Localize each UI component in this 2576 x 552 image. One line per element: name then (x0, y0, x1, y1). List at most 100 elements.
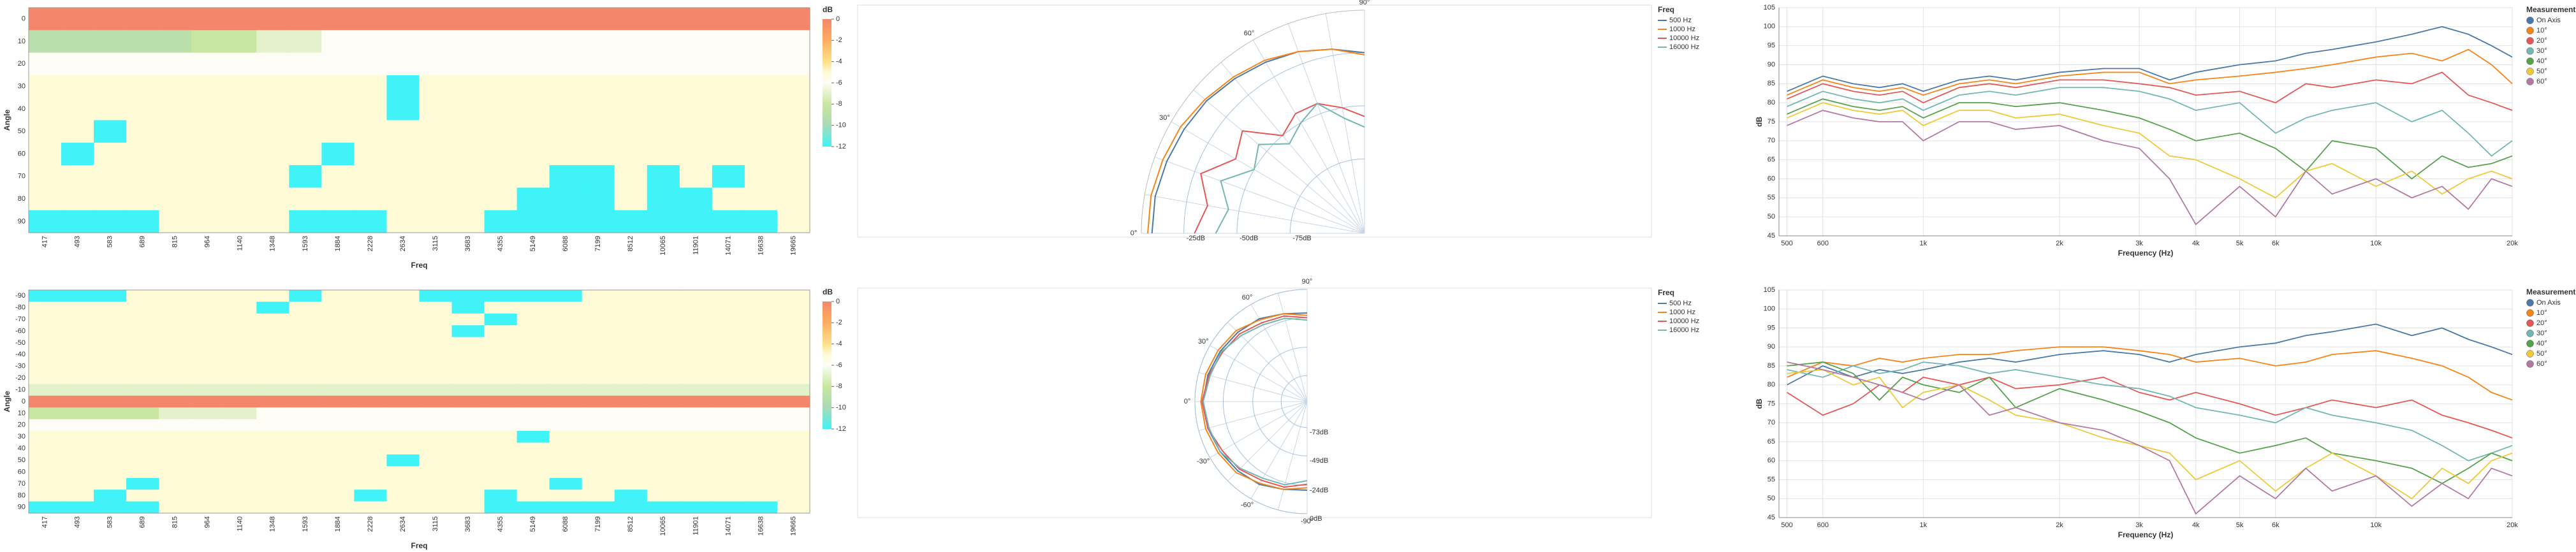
legend-title: Freq (1658, 5, 1674, 14)
legend-swatch (2526, 340, 2534, 347)
heatmap-cell (516, 301, 550, 314)
heatmap-cell (191, 98, 224, 121)
heatmap-cell (94, 290, 127, 303)
heatmap-cell (679, 75, 713, 98)
heatmap-cell (256, 120, 289, 143)
heatmap-cell (484, 372, 518, 384)
polar-series-line (1147, 48, 1365, 234)
heatmap-cell (712, 466, 745, 479)
heatmap-cell (549, 372, 583, 384)
x-tick-label: 2k (2056, 240, 2063, 247)
heatmap-cell (29, 210, 62, 233)
heatmap-cell (777, 165, 810, 188)
heatmap-cell (386, 466, 420, 479)
x-axis-title: Frequency (Hz) (2118, 249, 2174, 258)
heatmap-cell (289, 454, 322, 467)
y-tick-label: 10 (18, 409, 26, 417)
heatmap-cell (419, 142, 453, 166)
heatmap-cell (386, 75, 420, 98)
heatmap-cell (191, 490, 224, 502)
heatmap-cell (582, 301, 615, 314)
heatmap-cell (484, 325, 518, 338)
x-tick-label: 2k (2056, 521, 2063, 529)
y-tick-label: 95 (1767, 42, 1775, 50)
angle-tick-label: 0° (1131, 229, 1138, 237)
heatmap-cell (744, 360, 778, 373)
heatmap-cell (224, 301, 257, 314)
heatmap-cell (224, 490, 257, 502)
heatmap-cell (159, 442, 192, 455)
heatmap-cell (744, 466, 778, 479)
x-tick-label: 1884 (334, 516, 342, 532)
heatmap-cell (777, 187, 810, 211)
heatmap-cell (126, 454, 159, 467)
heatmap-cell (484, 395, 518, 408)
heatmap-cell (777, 52, 810, 76)
heatmap-cell (224, 210, 257, 233)
heatmap-cell (126, 407, 159, 420)
heatmap-cell (419, 337, 453, 349)
heatmap-cell (777, 407, 810, 420)
heatmap-cell (191, 349, 224, 361)
legend-label: 1000 Hz (1669, 309, 1695, 316)
heatmap-cell (126, 313, 159, 326)
colorbar-title: dB (823, 5, 833, 14)
heatmap-cell (29, 466, 62, 479)
x-tick-label: 500 (1781, 521, 1792, 529)
x-tick-label: 583 (106, 516, 114, 528)
heatmap-cell (549, 419, 583, 432)
heatmap-cell (289, 372, 322, 384)
heatmap-cell (94, 501, 127, 514)
heatmap-cell (354, 8, 388, 31)
heatmap-cell (679, 442, 713, 455)
heatmap-cell (94, 337, 127, 349)
x-tick-label: 3k (2135, 521, 2143, 529)
heatmap-cell (679, 431, 713, 444)
heatmap-cell (386, 301, 420, 314)
heatmap-cell (29, 490, 62, 502)
polar-grid-arc (1183, 52, 1365, 234)
heatmap-cell (224, 419, 257, 432)
legend-label: On Axis (2536, 299, 2561, 307)
colorbar-tick-label: -10 (836, 404, 846, 412)
heatmap-cell (191, 290, 224, 303)
heatmap-cell (159, 30, 192, 54)
heatmap-cell (614, 490, 648, 502)
heatmap-cell (582, 187, 615, 211)
polar-spoke (1277, 293, 1308, 402)
legend-label: 40° (2536, 340, 2547, 347)
heatmap-cell (61, 384, 94, 396)
heatmap-cell (679, 142, 713, 166)
heatmap-cell (159, 8, 192, 31)
x-tick-label: 5k (2236, 521, 2244, 529)
heatmap-cell (386, 8, 420, 31)
x-tick-label: 6k (2272, 521, 2280, 529)
heatmap-cell (647, 30, 680, 54)
heatmap-cell (614, 120, 648, 143)
x-tick-label: 8512 (627, 516, 634, 532)
heatmap-cell (712, 372, 745, 384)
heatmap-cell (61, 313, 94, 326)
heatmap-cell (386, 490, 420, 502)
heatmap-cell (614, 52, 648, 76)
heatmap-cell (224, 360, 257, 373)
heatmap-cell (647, 372, 680, 384)
heatmap-cell (224, 454, 257, 467)
heatmap-cell (289, 290, 322, 303)
legend-label: 500 Hz (1669, 300, 1692, 307)
heatmap-cell (354, 337, 388, 349)
heatmap-cell (647, 337, 680, 349)
heatmap-cell (712, 325, 745, 338)
y-tick-label: 80 (1767, 99, 1775, 106)
heatmap-cell (614, 301, 648, 314)
y-tick-label: 50 (18, 456, 26, 464)
legend-label: 500 Hz (1669, 17, 1692, 24)
heatmap-cell (484, 477, 518, 490)
series-line (1787, 361, 2513, 461)
heatmap-cell (549, 407, 583, 420)
heatmap-cell (289, 187, 322, 211)
heatmap-cell (256, 419, 289, 432)
heatmap-cell (419, 301, 453, 314)
y-tick-label: 80 (18, 491, 26, 499)
x-tick-label: 5149 (529, 236, 537, 251)
